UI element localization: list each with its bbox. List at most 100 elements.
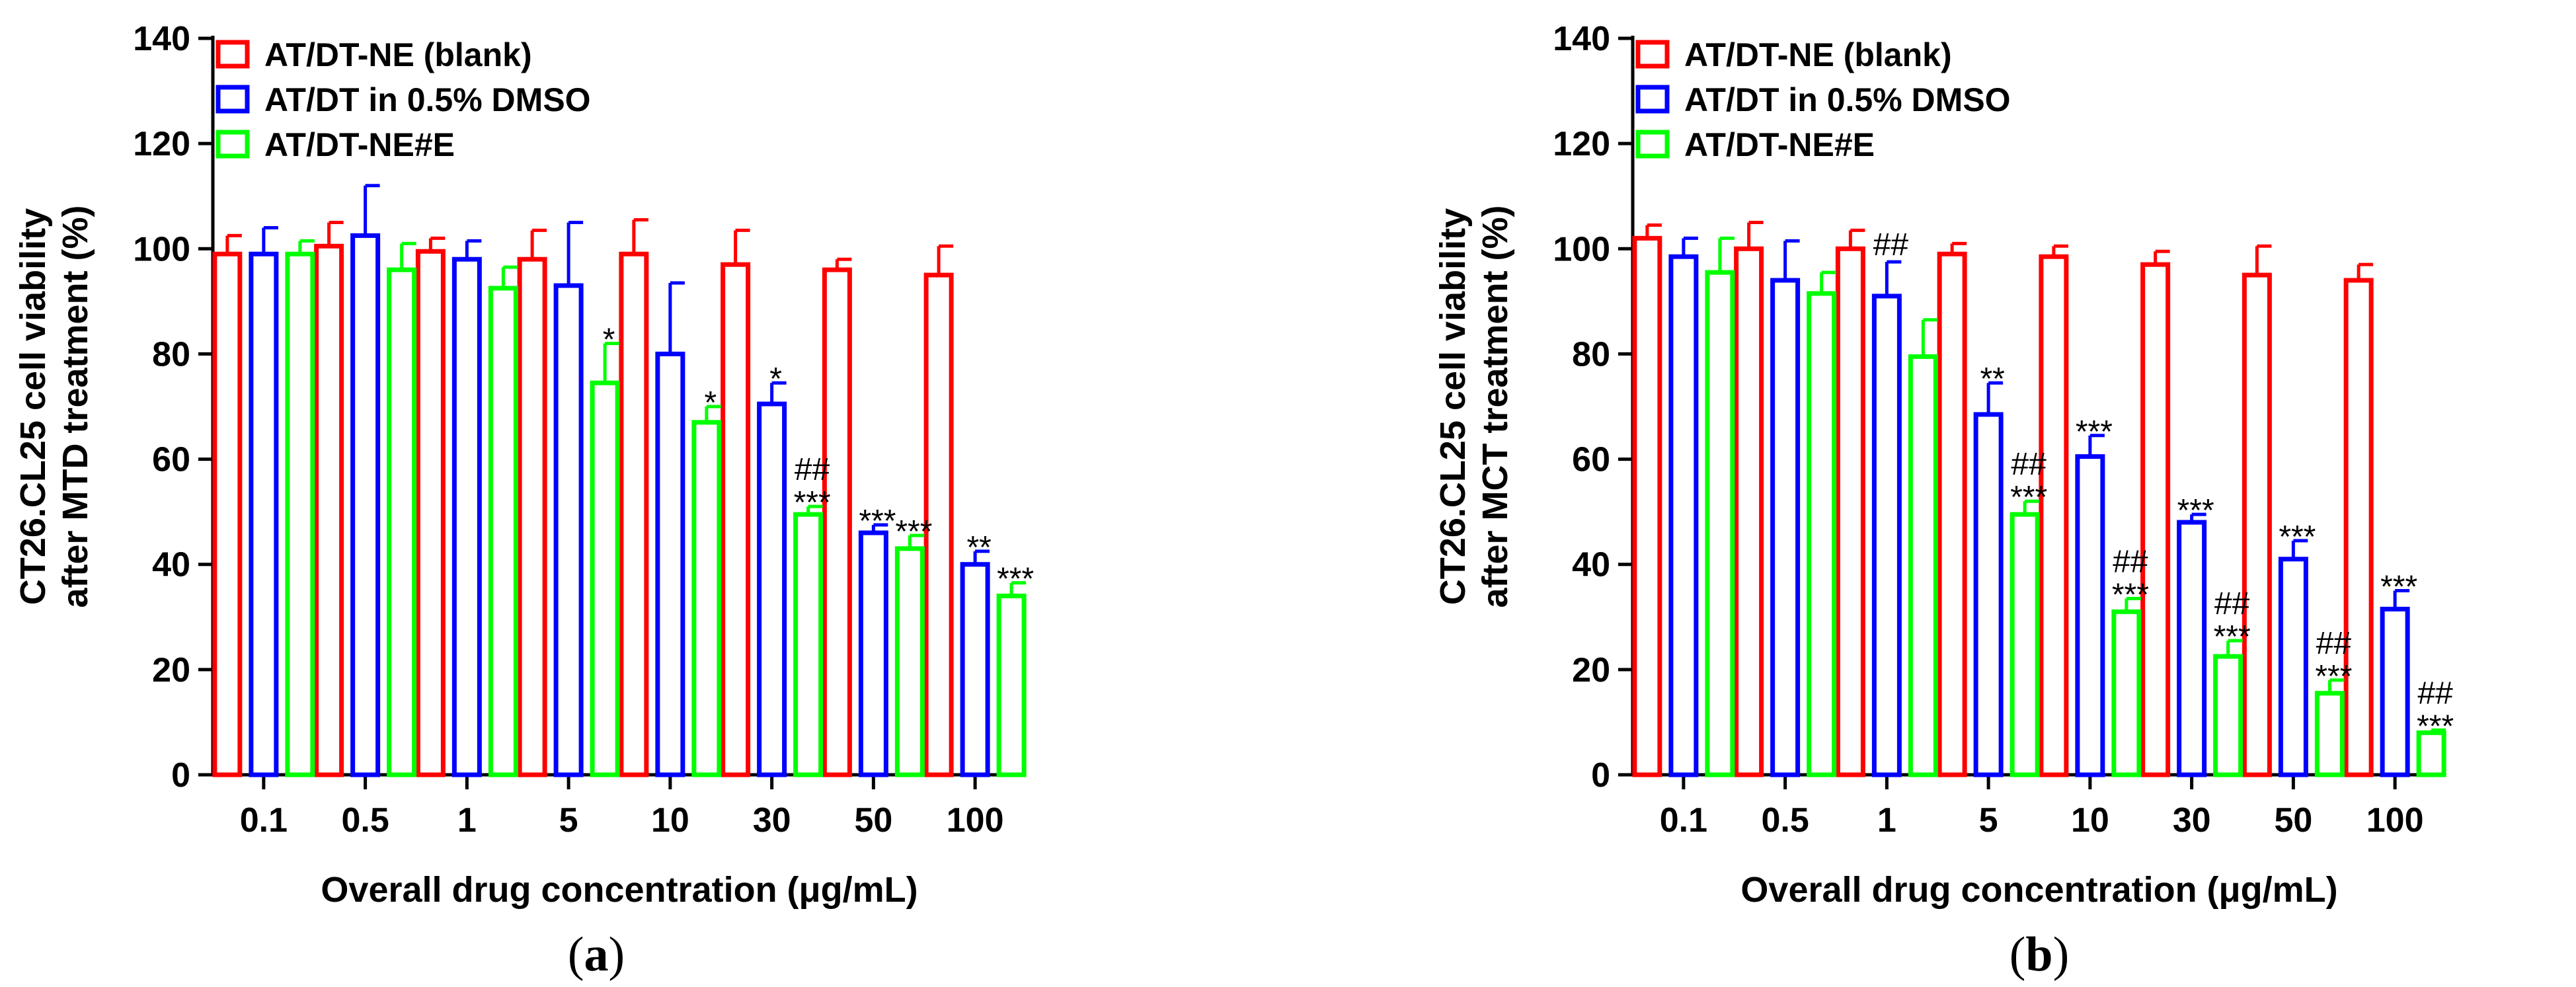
y-tick-label: 80 bbox=[1572, 335, 1610, 374]
significance-label: ## bbox=[2214, 586, 2250, 621]
y-tick-label: 100 bbox=[133, 230, 190, 268]
bar bbox=[1734, 246, 1764, 777]
significance-label: ** bbox=[966, 530, 991, 565]
bar bbox=[655, 351, 685, 777]
y-tick-label: 0 bbox=[171, 756, 190, 795]
significance-label: ## bbox=[795, 452, 830, 487]
legend: AT/DT-NE (blank) AT/DT in 0.5% DMSO AT/DT-… bbox=[1635, 36, 2011, 163]
bar bbox=[996, 593, 1027, 777]
bar bbox=[1807, 291, 1837, 777]
x-tick-label: 0.1 bbox=[240, 801, 288, 840]
x-axis-title: Overall drug concentration (μg/mL) bbox=[1740, 870, 2337, 910]
significance-label: ## bbox=[2011, 447, 2047, 482]
bar bbox=[1871, 294, 1902, 777]
x-tick-label: 100 bbox=[2366, 801, 2424, 840]
y-tick-label: 0 bbox=[1591, 756, 1610, 795]
x-tick-label: 30 bbox=[2173, 801, 2211, 840]
bar bbox=[350, 233, 381, 777]
x-tick-label: 1 bbox=[457, 801, 477, 840]
significance-label: *** bbox=[2380, 570, 2417, 605]
bar bbox=[1668, 254, 1699, 777]
significance-label: ## bbox=[2113, 544, 2148, 579]
significance-label: * bbox=[769, 362, 782, 397]
y-axis-title: CT26.CL25 cell viability bbox=[1433, 208, 1473, 605]
bar bbox=[2314, 691, 2345, 777]
bar bbox=[1705, 270, 1735, 777]
bar bbox=[793, 512, 824, 777]
bar bbox=[415, 249, 446, 777]
bar bbox=[2242, 272, 2272, 777]
y-tick-label: 120 bbox=[1553, 125, 1610, 163]
bar bbox=[2111, 609, 2142, 777]
x-tick-label: 0.1 bbox=[1660, 801, 1707, 840]
significance-label: *** bbox=[895, 514, 932, 549]
significance-label: *** bbox=[2279, 520, 2316, 555]
x-tick-label: 0.5 bbox=[341, 801, 389, 840]
legend-swatch bbox=[215, 130, 250, 159]
bar bbox=[1632, 235, 1662, 777]
y-axis-title: after MCT treatment (%) bbox=[1475, 205, 1515, 608]
significance-label: *** bbox=[2076, 415, 2113, 450]
x-tick-label: 1 bbox=[1877, 801, 1896, 840]
significance-label: ## bbox=[1873, 227, 1909, 262]
bar bbox=[2380, 606, 2410, 777]
bar bbox=[619, 251, 649, 777]
panel-caption: (a) bbox=[568, 928, 625, 982]
x-axis-title: Overall drug concentration (μg/mL) bbox=[321, 870, 917, 910]
bar bbox=[858, 530, 888, 777]
significance-label: *** bbox=[859, 504, 896, 539]
significance-label: * bbox=[705, 385, 717, 420]
bar bbox=[757, 401, 787, 777]
bar bbox=[2075, 454, 2105, 777]
x-tick-label: 50 bbox=[854, 801, 892, 840]
legend-swatch bbox=[1635, 85, 1670, 114]
bar bbox=[488, 286, 518, 777]
bar bbox=[2010, 512, 2040, 777]
bar bbox=[822, 267, 852, 777]
legend-label: AT/DT in 0.5% DMSO bbox=[1684, 81, 2011, 118]
y-tick-label: 20 bbox=[152, 651, 190, 690]
significance-label: ## bbox=[2417, 676, 2453, 711]
legend-swatch bbox=[215, 85, 250, 114]
x-tick-label: 10 bbox=[2071, 801, 2109, 840]
significance-label: *** bbox=[2010, 480, 2047, 515]
bar bbox=[960, 562, 990, 777]
bar bbox=[590, 380, 620, 777]
significance-label: *** bbox=[794, 485, 831, 520]
bar bbox=[1973, 412, 2004, 777]
y-tick-label: 80 bbox=[152, 335, 190, 374]
y-axis-title: CT26.CL25 cell viability bbox=[13, 208, 53, 605]
bar bbox=[2416, 730, 2446, 777]
bar bbox=[691, 420, 722, 777]
legend-swatch bbox=[215, 40, 250, 69]
legend-swatch bbox=[1635, 130, 1670, 159]
significance-label: * bbox=[603, 323, 615, 358]
legend-label: AT/DT in 0.5% DMSO bbox=[264, 81, 591, 118]
bar bbox=[2140, 262, 2171, 777]
bar bbox=[894, 546, 925, 777]
bar bbox=[553, 283, 584, 777]
significance-label: *** bbox=[2177, 493, 2214, 528]
x-tick-label: 0.5 bbox=[1761, 801, 1809, 840]
bar bbox=[721, 262, 751, 777]
y-tick-label: 60 bbox=[1572, 441, 1610, 479]
bar bbox=[249, 251, 279, 777]
bar bbox=[1770, 278, 1801, 777]
x-tick-label: 30 bbox=[753, 801, 791, 840]
y-tick-label: 40 bbox=[152, 546, 190, 584]
significance-label: ## bbox=[2316, 626, 2352, 661]
bar bbox=[285, 251, 315, 777]
legend-label: AT/DT-NE#E bbox=[264, 126, 455, 163]
y-tick-label: 140 bbox=[1553, 20, 1610, 58]
y-tick-label: 60 bbox=[152, 441, 190, 479]
significance-label: ** bbox=[1980, 362, 2004, 397]
y-tick-label: 120 bbox=[133, 125, 190, 163]
y-tick-label: 140 bbox=[133, 20, 190, 58]
significance-label: *** bbox=[2417, 709, 2454, 744]
x-tick-label: 10 bbox=[651, 801, 689, 840]
y-tick-label: 40 bbox=[1572, 546, 1610, 584]
bar bbox=[2278, 557, 2308, 777]
